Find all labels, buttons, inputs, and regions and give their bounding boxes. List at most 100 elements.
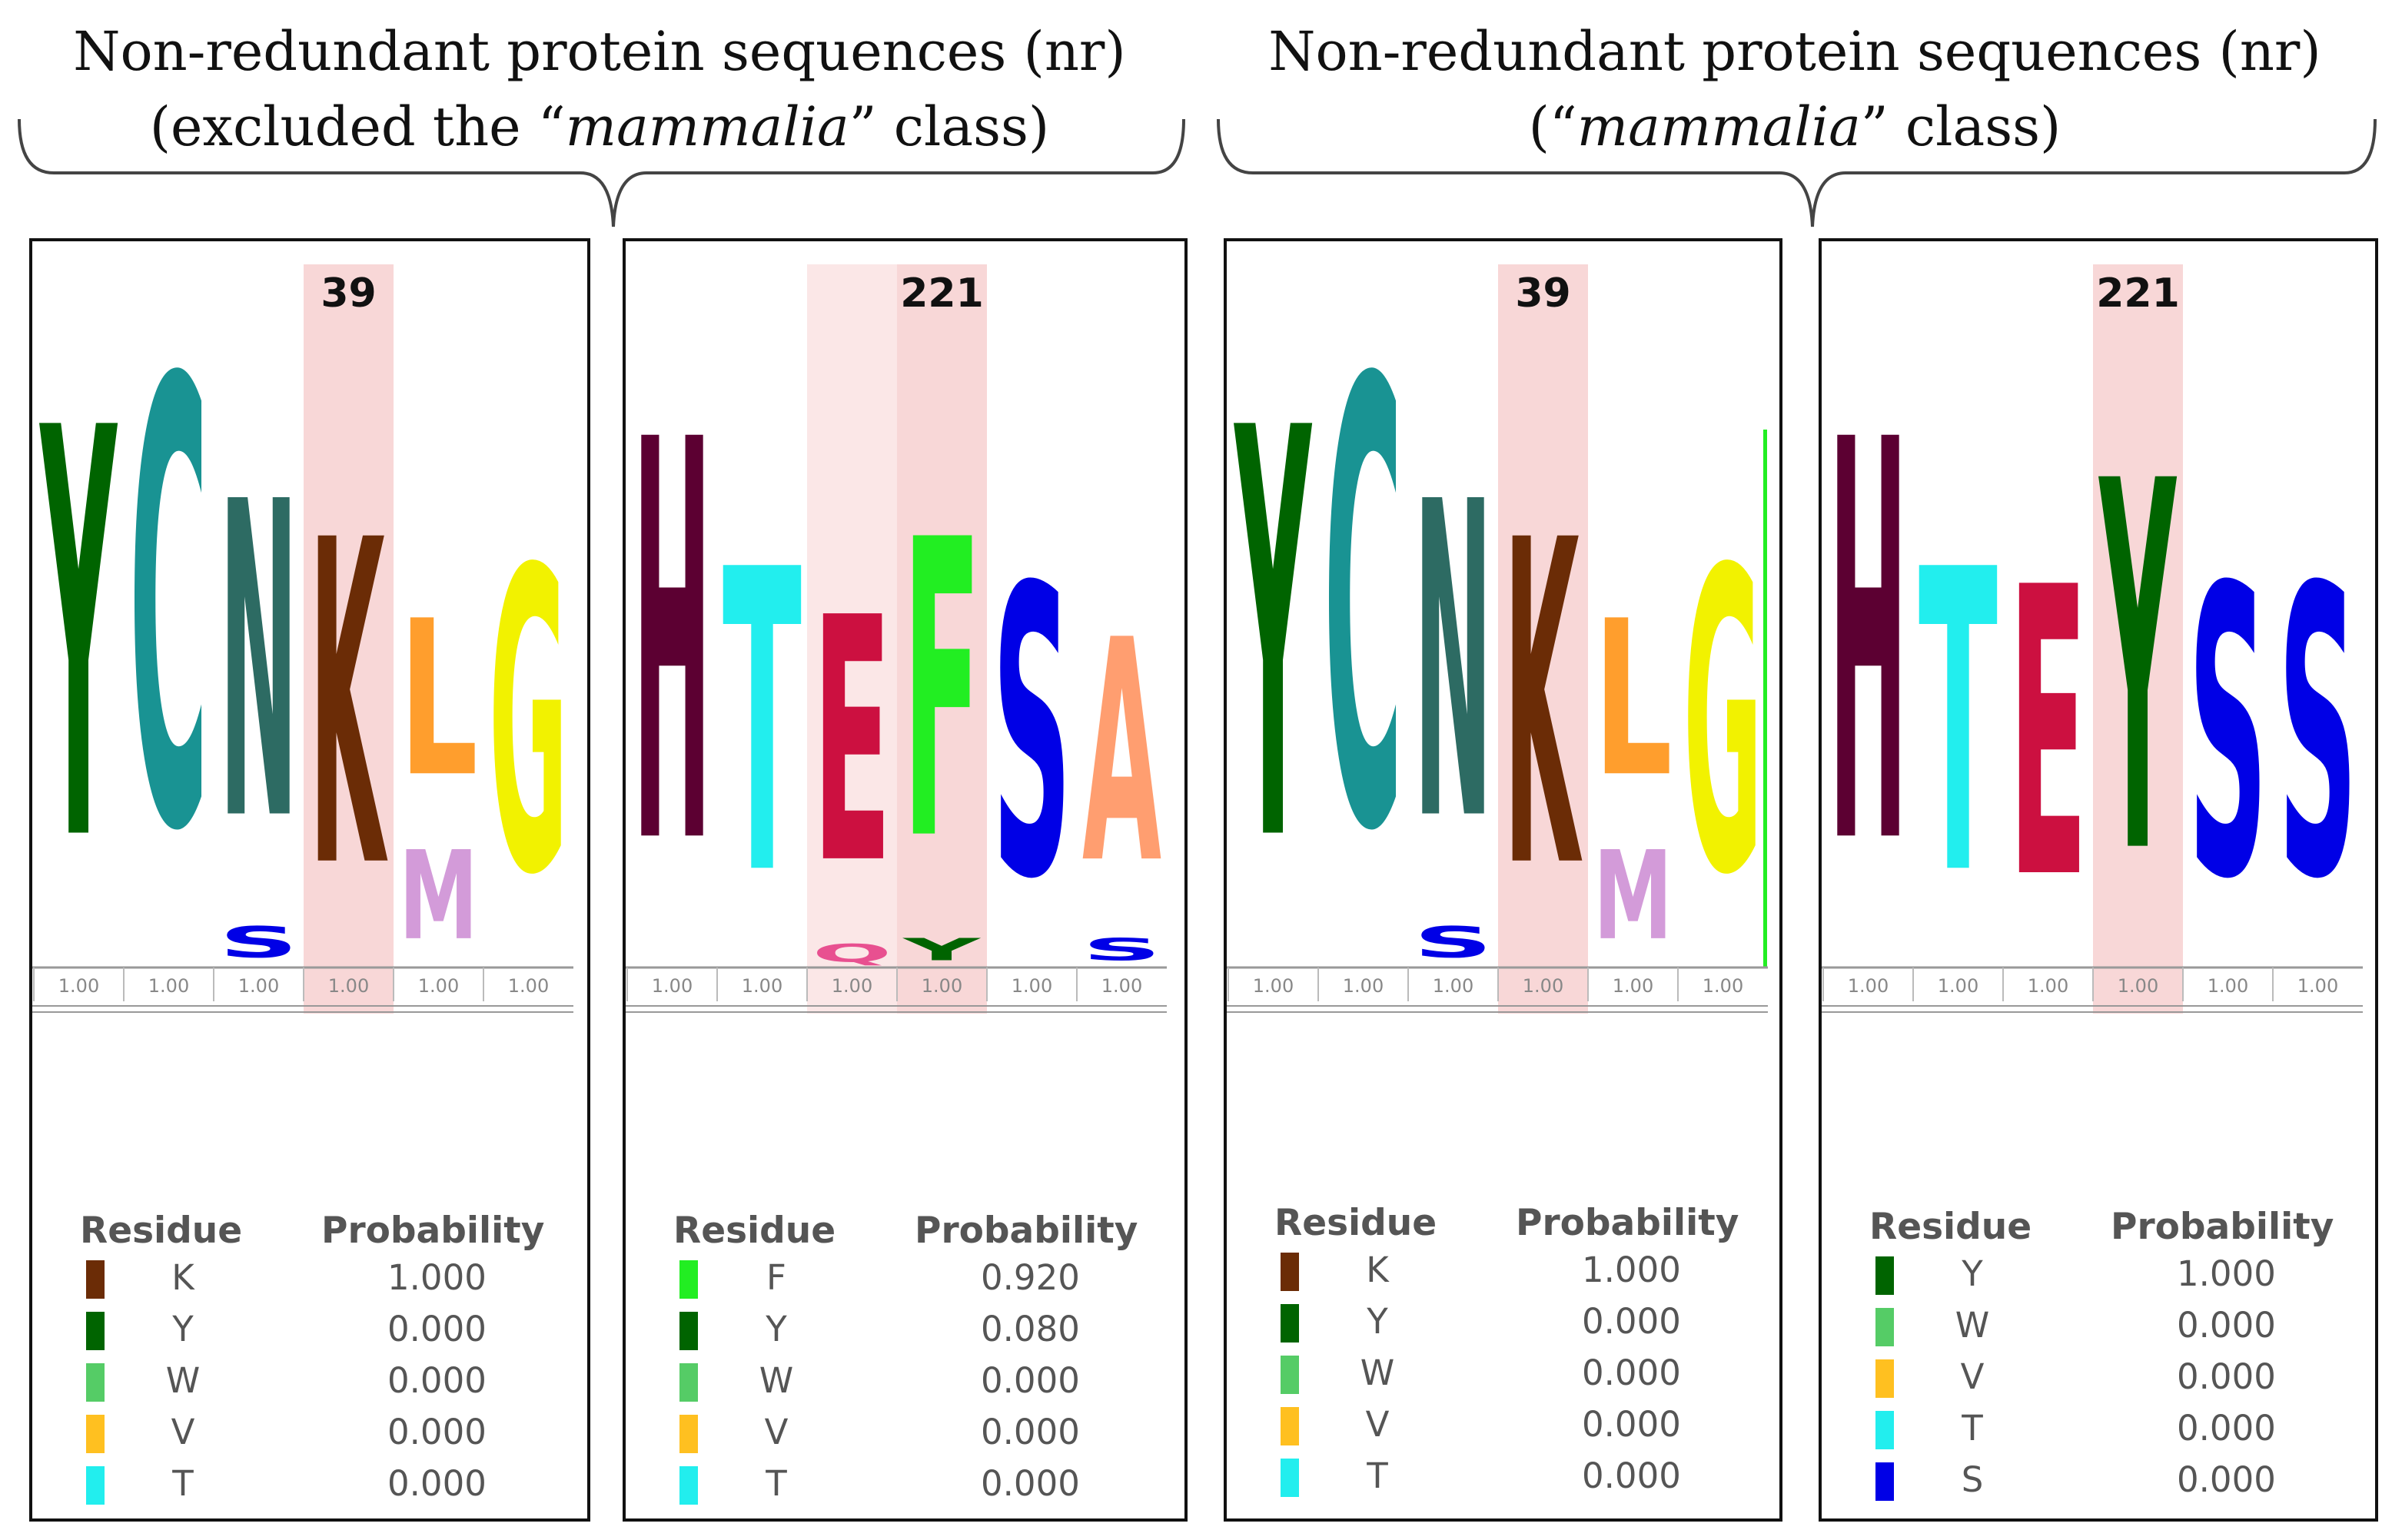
legend-swatch bbox=[679, 1312, 698, 1350]
legend-swatch bbox=[1875, 1359, 1894, 1398]
column-probability: 1.00 bbox=[508, 975, 549, 997]
legend-residue-header: Residue bbox=[673, 1210, 836, 1252]
legend-residue: K bbox=[171, 1257, 194, 1298]
legend-swatch bbox=[1875, 1308, 1894, 1346]
column-probability: 1.00 bbox=[2118, 975, 2158, 997]
legend-probability: 0.000 bbox=[387, 1412, 487, 1452]
legend-probability: 0.000 bbox=[387, 1360, 487, 1401]
logo-letter-M: M bbox=[1593, 825, 1673, 967]
legend-probability: 0.000 bbox=[387, 1463, 487, 1504]
legend-probability-header: Probability bbox=[2111, 1206, 2334, 1248]
legend-probability: 0.000 bbox=[2177, 1459, 2276, 1500]
legend-probability-header: Probability bbox=[1516, 1202, 1739, 1244]
legend-residue: W bbox=[165, 1360, 201, 1401]
logo-letter-Y: Y bbox=[38, 313, 118, 967]
right-title-post: ” class) bbox=[1860, 95, 2061, 158]
logo-letter-A: A bbox=[1082, 575, 1162, 931]
legend-residue-header: Residue bbox=[1274, 1202, 1437, 1244]
logo-panel-1: 39 Y C S N K M L G 1.00 1.00 1.00 1.00 1.00 1.00 Resid… bbox=[29, 238, 590, 1522]
logo-letter-S: S bbox=[992, 505, 1071, 967]
legend-swatch bbox=[1875, 1256, 1894, 1295]
sequence-logo-3: 39 Y C SN K ML G 1.00 1.00 1.00 1.00 1.00 1.00 bbox=[1227, 254, 1768, 1014]
column-probability: 1.00 bbox=[1848, 975, 1889, 997]
right-title-line1: Non-redundant protein sequences (nr) bbox=[1268, 20, 2321, 83]
legend-row: V 0.000 bbox=[1869, 1356, 2346, 1402]
legend-row: K 1.000 bbox=[1274, 1250, 1751, 1296]
logo-letter-Y: Y bbox=[1233, 313, 1312, 967]
legend-swatch bbox=[86, 1415, 105, 1453]
legend-row: F 0.920 bbox=[673, 1257, 1150, 1303]
legend-row: Y 1.000 bbox=[1869, 1253, 2346, 1299]
logo-letter-L: L bbox=[399, 575, 478, 824]
legend-row: W 0.000 bbox=[1869, 1305, 2346, 1351]
legend-probability: 1.000 bbox=[387, 1257, 487, 1298]
column-probability: 1.00 bbox=[418, 975, 459, 997]
legend-row: K 1.000 bbox=[80, 1257, 556, 1303]
legend-row: V 0.000 bbox=[1274, 1404, 1751, 1450]
logo-letter-C: C bbox=[129, 254, 208, 965]
legend-residue: V bbox=[171, 1412, 195, 1452]
left-title-line2: (excluded the “mammalia” class) bbox=[15, 89, 1184, 164]
logo-panel-3: 39 Y C S N K M L G 1.00 1.00 1.00 1.00 1.00 1.00 Resid… bbox=[1224, 238, 1782, 1522]
legend-residue: V bbox=[1960, 1356, 1985, 1397]
logo-letter-S: S bbox=[2278, 505, 2357, 967]
legend-probability: 1.000 bbox=[1582, 1250, 1681, 1290]
legend-residue-header: Residue bbox=[80, 1210, 243, 1252]
column-probability: 1.00 bbox=[2297, 975, 2338, 997]
legend-probability: 0.000 bbox=[1582, 1301, 1681, 1342]
legend-swatch bbox=[1281, 1253, 1299, 1291]
right-title-pre: (“ bbox=[1528, 95, 1577, 158]
legend-row: V 0.000 bbox=[673, 1412, 1150, 1458]
logo-letter-K: K bbox=[309, 447, 388, 967]
column-probability: 1.00 bbox=[1101, 975, 1142, 997]
column-probability: 1.00 bbox=[1938, 975, 1978, 997]
left-group-title: Non-redundant protein sequences (nr) (ex… bbox=[15, 14, 1184, 164]
column-probability: 1.00 bbox=[1703, 975, 1743, 997]
legend-residue: W bbox=[1360, 1352, 1395, 1393]
legend-swatch bbox=[1281, 1407, 1299, 1445]
legend-row: V 0.000 bbox=[80, 1412, 556, 1458]
logo-letter-G: G bbox=[489, 483, 568, 967]
logo-letter-Y: Y bbox=[902, 932, 982, 967]
legend-residue: T bbox=[1962, 1408, 1983, 1449]
legend-residue: Y bbox=[172, 1309, 194, 1349]
legend-row: T 0.000 bbox=[673, 1463, 1150, 1509]
legend-row: Y 0.080 bbox=[673, 1309, 1150, 1355]
legend-probability: 0.920 bbox=[981, 1257, 1080, 1298]
logo-letter-E: E bbox=[812, 547, 892, 938]
legend-residue: V bbox=[1365, 1404, 1390, 1445]
legend-probability: 0.080 bbox=[981, 1309, 1080, 1349]
highlight-column-3 bbox=[304, 264, 394, 1014]
legend-swatch bbox=[1281, 1459, 1299, 1497]
left-title-pre: (excluded the “ bbox=[149, 95, 566, 158]
legend-swatch bbox=[1281, 1356, 1299, 1394]
logo-letter-N: N bbox=[1414, 412, 1493, 916]
legend-row: W 0.000 bbox=[1274, 1352, 1751, 1399]
legend-swatch bbox=[679, 1260, 698, 1299]
column-probability: 1.00 bbox=[832, 975, 872, 997]
legend-residue: Y bbox=[766, 1309, 787, 1349]
left-title-line1: Non-redundant protein sequences (nr) bbox=[73, 20, 1126, 83]
legend-probability: 0.000 bbox=[981, 1360, 1080, 1401]
column-probability: 1.00 bbox=[1433, 975, 1473, 997]
sequence-logo-1: 39 Y C SN K ML G 1.00 1.00 1.00 1.00 1.00 1.00 bbox=[32, 254, 573, 1014]
legend-residue: T bbox=[1367, 1455, 1388, 1496]
legend-probability: 0.000 bbox=[981, 1463, 1080, 1504]
column-probability: 1.00 bbox=[148, 975, 189, 997]
legend-swatch bbox=[679, 1466, 698, 1505]
legend-residue: F bbox=[766, 1257, 786, 1298]
legend-swatch bbox=[1875, 1462, 1894, 1501]
legend-1: Residue Probability K 1.000 Y 0.000 W 0.000 V 0.0… bbox=[80, 1210, 572, 1517]
legend-2: Residue Probability F 0.920 Y 0.080 W 0.000 V 0.0… bbox=[673, 1210, 1165, 1517]
legend-residue: Y bbox=[1962, 1253, 1983, 1294]
legend-probability: 0.000 bbox=[2177, 1305, 2276, 1346]
right-group-brace bbox=[1217, 118, 2377, 227]
logo-letter-H: H bbox=[633, 327, 712, 966]
column-probability: 1.00 bbox=[652, 975, 693, 997]
column-probability: 1.00 bbox=[742, 975, 782, 997]
left-group-brace bbox=[18, 118, 1185, 227]
logo-letter-M: M bbox=[399, 825, 478, 967]
logo-letter-Q: Q bbox=[812, 939, 892, 967]
logo-letter-E: E bbox=[2008, 504, 2088, 966]
